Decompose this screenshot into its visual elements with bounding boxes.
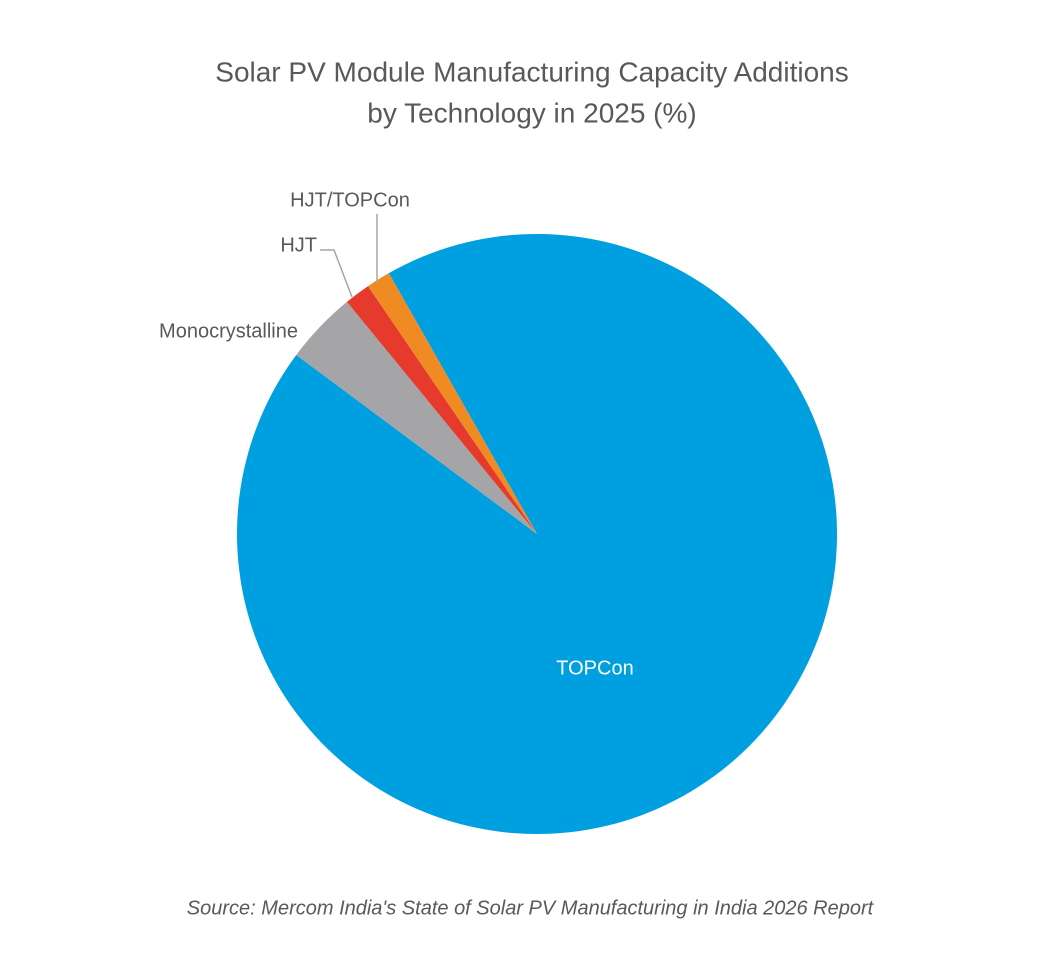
leader-line	[320, 249, 353, 298]
pie-slice	[346, 286, 537, 534]
slice-label: HJT	[280, 234, 317, 256]
slice-label: Monocrystalline	[159, 320, 298, 342]
slice-label: TOPCon	[556, 657, 633, 679]
pie-slice	[296, 301, 537, 534]
source-note: Source: Mercom India's State of Solar PV…	[187, 897, 875, 919]
slice-label: HJT/TOPCon	[290, 189, 410, 211]
pie	[237, 234, 838, 834]
pie-slice	[368, 273, 537, 534]
chart-title: Solar PV Module Manufacturing Capacity A…	[215, 56, 848, 87]
chart-subtitle: by Technology in 2025 (%)	[367, 97, 696, 128]
pie-slice	[237, 234, 838, 834]
